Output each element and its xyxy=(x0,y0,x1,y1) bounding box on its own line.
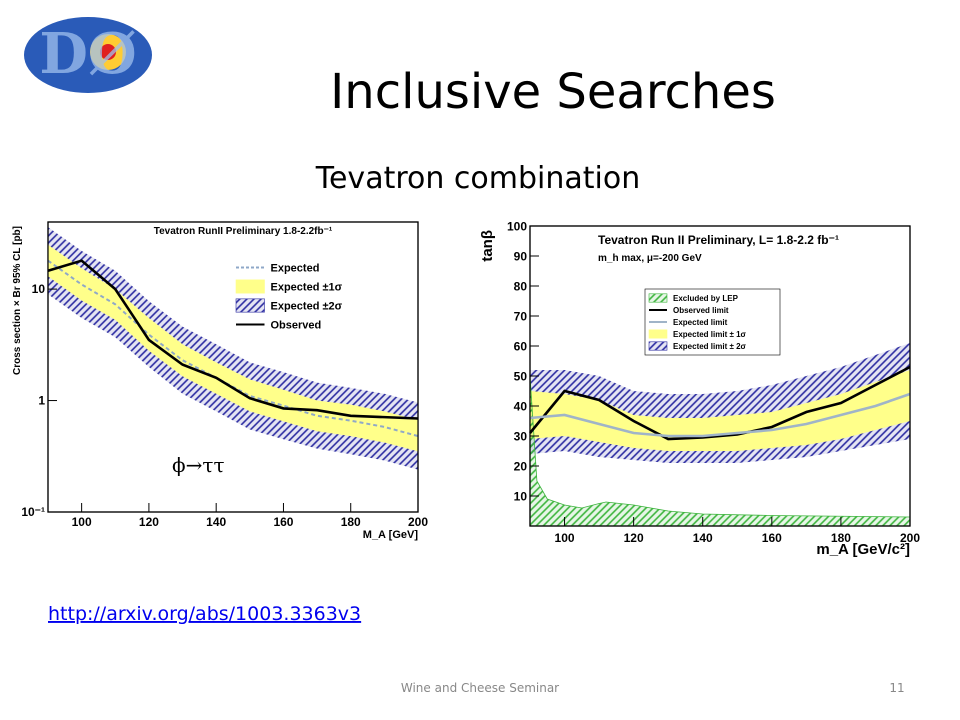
y-tick-label: 100 xyxy=(507,220,527,234)
y-tick-label: 1 xyxy=(38,393,45,407)
legend-swatch xyxy=(235,279,265,294)
x-tick-label: 200 xyxy=(408,515,428,529)
chart-title: Tevatron Run II Preliminary, L= 1.8-2.2 … xyxy=(598,233,839,247)
source-link[interactable]: http://arxiv.org/abs/1003.3363v3 xyxy=(48,603,361,625)
legend-label: Expected limit xyxy=(673,318,728,327)
legend-swatch xyxy=(648,329,668,339)
footer: Wine and Cheese Seminar xyxy=(401,681,559,695)
y-tick-label: 20 xyxy=(514,460,528,474)
y-axis-label: Cross section × Br 95% CL [pb] xyxy=(12,226,23,375)
legend-label: Expected xyxy=(271,262,320,274)
band xyxy=(48,244,418,452)
series-line xyxy=(528,365,911,441)
logo-text: DØ xyxy=(39,21,136,87)
legend-box xyxy=(232,255,324,337)
y-tick-label: 60 xyxy=(514,340,528,354)
y-tick-label: 50 xyxy=(514,370,528,384)
logo-core xyxy=(100,44,116,60)
x-tick-label: 120 xyxy=(139,515,159,529)
slide-subtitle: Tevatron combination xyxy=(315,161,640,196)
series-line xyxy=(529,392,911,438)
excluded-area xyxy=(529,375,911,527)
legend-label: Observed xyxy=(271,319,322,331)
x-tick-label: 100 xyxy=(72,515,92,529)
x-tick-label: 160 xyxy=(762,531,782,545)
x-tick-label: 100 xyxy=(555,531,575,545)
legend-swatch xyxy=(648,341,668,351)
y-tick-label: 90 xyxy=(514,250,528,264)
y-tick-label: 30 xyxy=(514,430,528,444)
y-axis-label: tanβ xyxy=(479,230,496,262)
annotation: ϕ→ττ xyxy=(172,453,225,477)
y-tick-label: 40 xyxy=(514,400,528,414)
logo: DØ xyxy=(24,17,152,93)
x-tick-label: 180 xyxy=(831,531,851,545)
legend-label: Excluded by LEP xyxy=(673,294,739,303)
legend-swatch xyxy=(235,298,265,313)
x-tick-label: 140 xyxy=(206,515,226,529)
x-tick-label: 160 xyxy=(273,515,293,529)
legend-swatch xyxy=(648,293,668,303)
legend-box xyxy=(644,288,781,356)
x-tick-label: 200 xyxy=(900,531,920,545)
legend-label: Expected ±2σ xyxy=(271,300,343,312)
page-number: 11 xyxy=(889,681,904,695)
legend-label: Expected limit ± 1σ xyxy=(673,330,747,339)
chart-title: Tevatron RunII Preliminary 1.8-2.2fb⁻¹ xyxy=(154,226,333,237)
x-axis-label: m_A [GeV/c²] xyxy=(816,541,910,558)
x-tick-label: 140 xyxy=(693,531,713,545)
legend-label: Expected ±1σ xyxy=(271,281,343,293)
plot-border xyxy=(47,221,419,513)
chart-subtitle: m_h max, μ=-200 GeV xyxy=(598,253,702,264)
y-tick-label: 80 xyxy=(514,280,528,294)
x-tick-label: 120 xyxy=(624,531,644,545)
legend-label: Observed limit xyxy=(673,306,729,315)
y-tick-label: 10 xyxy=(514,490,528,504)
y-tick-label: 10⁻¹ xyxy=(21,505,45,519)
slide-title: Inclusive Searches xyxy=(330,64,776,120)
logo-badge xyxy=(24,17,152,93)
legend-label: Expected limit ± 2σ xyxy=(673,342,747,351)
y-tick-label: 70 xyxy=(514,310,528,324)
x-axis-label: M_A [GeV] xyxy=(363,529,419,541)
y-tick-label: 10 xyxy=(32,282,46,296)
series-line xyxy=(47,259,419,420)
x-tick-label: 180 xyxy=(341,515,361,529)
